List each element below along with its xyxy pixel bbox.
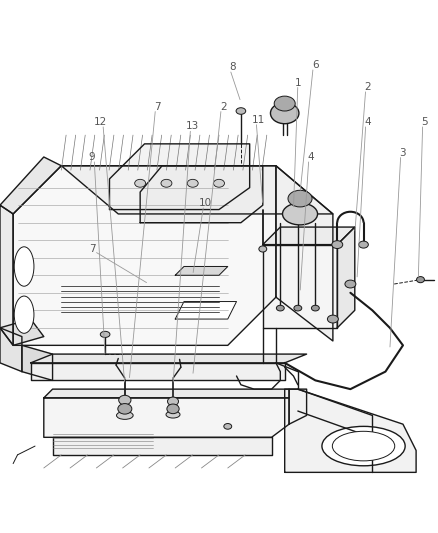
Ellipse shape [14, 296, 34, 333]
Text: 6: 6 [312, 60, 319, 70]
Text: 2: 2 [220, 102, 227, 111]
Ellipse shape [332, 431, 395, 461]
Polygon shape [175, 302, 237, 319]
Text: 2: 2 [364, 82, 371, 92]
Text: 7: 7 [88, 244, 95, 254]
Text: 8: 8 [229, 62, 236, 72]
Polygon shape [285, 389, 416, 472]
Ellipse shape [187, 179, 198, 187]
Ellipse shape [224, 424, 232, 429]
Text: 7: 7 [154, 102, 161, 111]
Ellipse shape [167, 404, 179, 414]
Text: 4: 4 [307, 152, 314, 162]
Ellipse shape [119, 395, 131, 405]
Polygon shape [289, 389, 307, 424]
Polygon shape [0, 319, 44, 345]
Polygon shape [22, 345, 53, 381]
Polygon shape [0, 205, 13, 345]
Text: 12: 12 [94, 117, 107, 127]
Ellipse shape [327, 315, 338, 323]
Ellipse shape [311, 305, 319, 311]
Ellipse shape [322, 426, 405, 466]
Polygon shape [0, 157, 61, 214]
Ellipse shape [270, 103, 299, 124]
Polygon shape [0, 328, 22, 372]
Polygon shape [175, 266, 228, 275]
Polygon shape [53, 437, 272, 455]
Ellipse shape [100, 332, 110, 337]
Polygon shape [31, 354, 307, 363]
Ellipse shape [236, 108, 246, 114]
Text: 1: 1 [294, 77, 301, 87]
Text: 10: 10 [199, 198, 212, 208]
Ellipse shape [166, 411, 180, 418]
Text: 13: 13 [186, 122, 199, 131]
Text: 5: 5 [421, 117, 428, 127]
Polygon shape [276, 166, 333, 341]
Text: 3: 3 [399, 148, 406, 158]
Polygon shape [263, 227, 355, 245]
Polygon shape [44, 398, 289, 437]
Polygon shape [140, 166, 263, 223]
Ellipse shape [161, 179, 172, 187]
Ellipse shape [332, 241, 343, 248]
Ellipse shape [288, 190, 312, 207]
Polygon shape [110, 144, 250, 209]
Ellipse shape [118, 403, 132, 414]
Ellipse shape [259, 246, 267, 252]
Text: 4: 4 [364, 117, 371, 127]
Ellipse shape [214, 179, 224, 187]
Polygon shape [13, 166, 276, 345]
Ellipse shape [14, 247, 34, 286]
Polygon shape [61, 166, 333, 214]
Ellipse shape [276, 305, 284, 311]
Text: 9: 9 [88, 152, 95, 162]
Ellipse shape [135, 179, 145, 187]
Polygon shape [263, 245, 337, 328]
Ellipse shape [359, 241, 368, 248]
Ellipse shape [274, 96, 295, 111]
Text: 11: 11 [252, 115, 265, 125]
Polygon shape [44, 389, 289, 398]
Ellipse shape [417, 277, 424, 282]
Polygon shape [31, 363, 285, 381]
Ellipse shape [345, 280, 356, 288]
Ellipse shape [283, 203, 318, 225]
Ellipse shape [117, 411, 133, 419]
Ellipse shape [294, 305, 302, 311]
Polygon shape [337, 227, 355, 328]
Ellipse shape [168, 397, 179, 406]
